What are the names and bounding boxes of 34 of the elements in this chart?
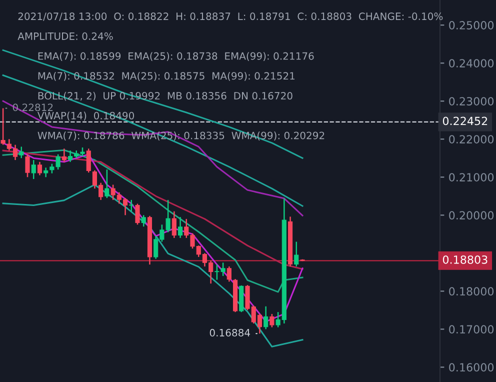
candlestick — [294, 241, 299, 268]
candlestick — [178, 216, 183, 239]
candlestick — [264, 306, 268, 330]
candlestick — [141, 214, 146, 228]
candlestick — [129, 199, 134, 212]
annotation: AMPLITUDE: 0.24% — [18, 32, 113, 40]
candlestick — [135, 203, 140, 226]
annotation: 2021/07/18 13:00 O: 0.18822 H: 0.18837 L: 0.18791 C: 0.18803 CHANGE: -0.10% — [18, 12, 443, 21]
candlestick — [25, 154, 30, 178]
candlestick — [86, 148, 91, 174]
candlestick — [62, 148, 66, 163]
y-tick-label: 0.16000 — [449, 363, 494, 372]
y-tick-label: 0.17000 — [449, 325, 494, 334]
y-tick-label: 0.18000 — [449, 287, 494, 296]
candlestick — [19, 146, 24, 159]
candlestick — [270, 313, 274, 328]
y-tick-label: 0.23000 — [449, 97, 494, 106]
y-tick-label: 0.20000 — [449, 211, 494, 220]
ref-line-label: 0.18803 — [442, 255, 488, 264]
annotation: 0.16884 — [210, 328, 250, 336]
candlestick — [44, 167, 48, 178]
line-series — [2, 150, 304, 270]
candlestick — [31, 159, 36, 180]
ref-line-label: 0.22452 — [442, 116, 488, 126]
y-tick-label: 0.24000 — [449, 59, 494, 68]
line-series — [2, 149, 304, 293]
candlestick — [104, 168, 110, 199]
candlestick — [172, 210, 176, 239]
y-tick-label: 0.21000 — [449, 173, 494, 182]
annotation: EMA(7): 0.18599 EMA(25): 0.18738 EMA(99): 0.21176 — [38, 52, 314, 61]
candlestick — [37, 161, 42, 176]
y-tick-label: 0.22000 — [449, 135, 494, 144]
candlestick — [226, 266, 232, 282]
y-tick-label: 0.25000 — [449, 21, 494, 30]
